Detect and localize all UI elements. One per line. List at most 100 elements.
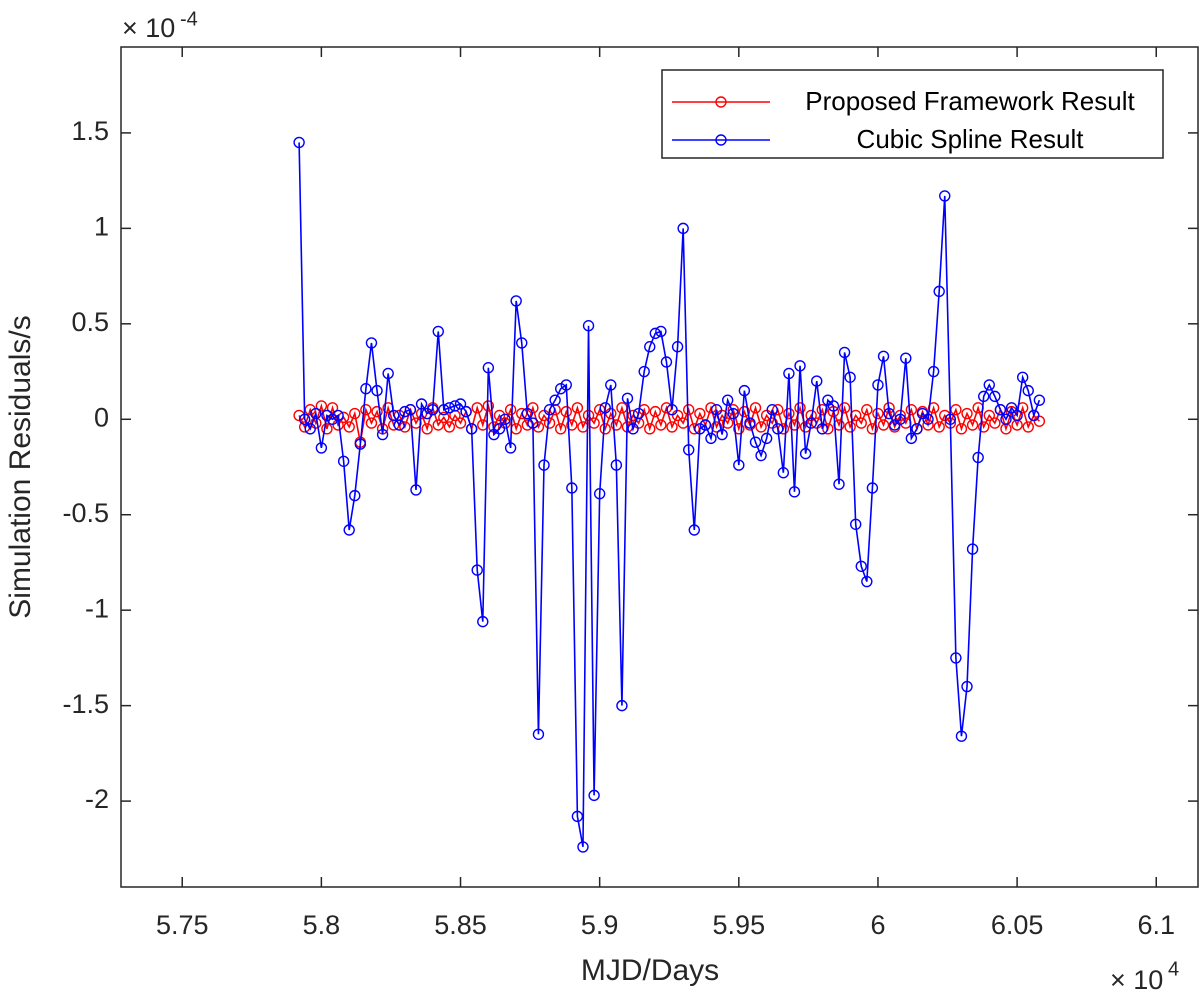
data-point	[660, 356, 673, 368]
y-multiplier-exponent: -4	[180, 8, 198, 30]
data-point	[705, 432, 717, 445]
data-point	[849, 518, 862, 530]
data-point	[766, 404, 778, 416]
data-point	[827, 400, 840, 412]
data-point	[983, 409, 995, 422]
data-point	[315, 442, 328, 454]
data-point	[733, 459, 745, 471]
data-point	[872, 407, 884, 420]
data-point	[950, 652, 962, 664]
y-tick-label: 1.5	[71, 116, 109, 146]
data-point	[783, 367, 795, 380]
data-point	[399, 405, 411, 418]
data-point	[900, 352, 912, 364]
data-point	[694, 407, 706, 420]
data-point	[738, 405, 751, 418]
data-point	[816, 404, 829, 416]
data-point	[432, 325, 444, 338]
legend: Proposed Framework Result Cubic Spline Re…	[661, 69, 1164, 159]
data-point	[877, 350, 890, 362]
data-point	[599, 423, 611, 435]
data-point	[482, 362, 495, 374]
data-point	[349, 489, 361, 502]
data-point	[950, 404, 962, 416]
data-point	[716, 428, 728, 441]
data-point	[571, 402, 584, 414]
data-point	[543, 404, 556, 416]
data-point	[805, 417, 817, 429]
data-point	[504, 404, 517, 416]
data-point	[683, 404, 695, 416]
data-point	[616, 699, 628, 712]
data-point	[454, 417, 467, 429]
data-point	[560, 379, 572, 391]
legend-marker	[715, 96, 727, 108]
data-point	[1011, 409, 1023, 422]
data-point	[666, 421, 678, 433]
y-tick-label: 1	[94, 211, 109, 241]
data-point	[939, 190, 951, 202]
legend-marker	[715, 134, 727, 146]
data-point	[783, 407, 795, 420]
data-point	[332, 409, 344, 422]
data-point	[566, 482, 578, 494]
data-point	[438, 411, 450, 424]
data-point	[978, 421, 990, 433]
data-point	[1000, 413, 1012, 425]
x-tick-label: 5.85	[434, 910, 487, 940]
data-point	[772, 423, 784, 435]
data-point	[844, 421, 856, 433]
data-point	[816, 423, 829, 435]
data-point	[989, 390, 1001, 403]
data-point	[861, 575, 873, 588]
x-tick-label: 6.1	[1137, 910, 1175, 940]
data-point	[516, 337, 528, 349]
data-point	[443, 402, 456, 414]
data-point	[343, 524, 355, 536]
y-axis-label: Simulation Residuals/s	[4, 315, 37, 618]
data-point	[755, 421, 767, 433]
y-tick-label: 0.5	[71, 307, 109, 337]
data-point	[966, 543, 979, 555]
data-point	[655, 325, 667, 338]
data-point	[499, 413, 511, 425]
data-point	[315, 400, 328, 412]
data-point	[933, 421, 945, 433]
data-point	[610, 459, 623, 471]
x-multiplier: × 10	[1110, 965, 1163, 995]
data-point	[811, 375, 823, 387]
data-point	[978, 390, 990, 403]
x-axis-label: MJD/Days	[581, 954, 719, 987]
data-point	[866, 482, 879, 494]
data-point	[855, 560, 867, 572]
data-point	[955, 423, 968, 435]
data-point	[721, 394, 734, 406]
data-point	[627, 423, 639, 435]
data-point	[760, 432, 773, 445]
data-point	[454, 398, 467, 410]
data-point	[566, 419, 578, 431]
data-point	[738, 384, 751, 397]
data-point	[432, 419, 444, 431]
data-point	[788, 486, 801, 498]
data-point	[421, 423, 433, 435]
x-tick-label: 6.05	[991, 910, 1044, 940]
data-point	[749, 402, 762, 414]
data-point	[983, 379, 995, 391]
data-point	[471, 564, 483, 576]
data-point	[638, 365, 650, 378]
data-point	[538, 459, 550, 471]
data-point	[833, 478, 845, 490]
data-point	[527, 417, 539, 429]
data-point	[415, 398, 428, 410]
data-point	[632, 407, 645, 420]
data-point	[755, 449, 767, 462]
data-point	[560, 405, 572, 418]
data-point	[449, 400, 461, 412]
data-point	[577, 841, 589, 853]
data-point	[360, 404, 372, 416]
data-point	[438, 404, 450, 416]
data-point	[365, 337, 378, 349]
data-point	[521, 407, 534, 420]
legend-label: Proposed Framework Result	[805, 86, 1135, 116]
